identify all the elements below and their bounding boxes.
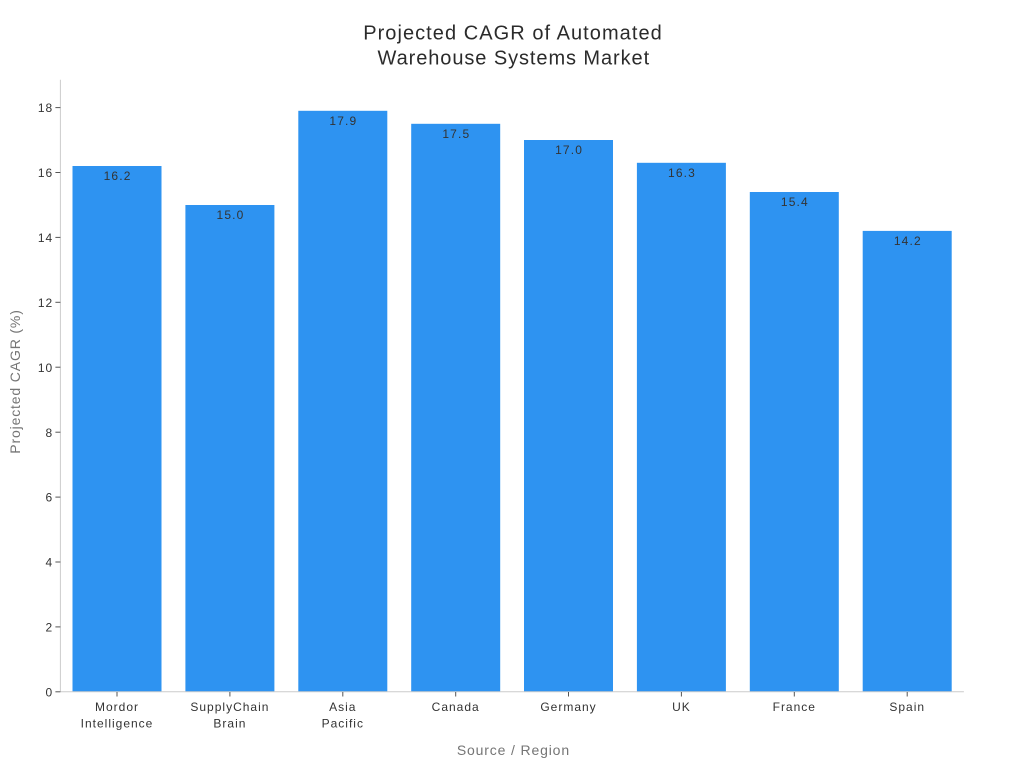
svg-text:Mordor: Mordor [95, 700, 139, 714]
svg-text:4: 4 [45, 556, 53, 570]
svg-text:8: 8 [45, 426, 53, 440]
svg-text:Brain: Brain [213, 717, 246, 731]
svg-text:17.0: 17.0 [555, 143, 583, 157]
svg-text:SupplyChain: SupplyChain [190, 700, 269, 714]
svg-text:Projected CAGR (%): Projected CAGR (%) [7, 309, 23, 453]
svg-text:15.0: 15.0 [217, 208, 245, 222]
svg-text:15.4: 15.4 [781, 195, 809, 209]
svg-text:Projected CAGR of Automated: Projected CAGR of Automated [363, 23, 663, 45]
svg-text:Pacific: Pacific [322, 717, 364, 731]
svg-text:17.9: 17.9 [329, 114, 357, 128]
svg-text:Intelligence: Intelligence [81, 717, 154, 731]
svg-text:18: 18 [38, 101, 53, 115]
svg-text:12: 12 [38, 296, 53, 310]
svg-text:6: 6 [45, 491, 53, 505]
svg-text:Warehouse Systems Market: Warehouse Systems Market [378, 47, 651, 69]
svg-text:10: 10 [38, 361, 53, 375]
svg-text:16: 16 [38, 166, 53, 180]
svg-text:16.2: 16.2 [104, 169, 132, 183]
svg-text:16.3: 16.3 [668, 166, 696, 180]
svg-text:14: 14 [38, 231, 53, 245]
svg-text:UK: UK [672, 700, 691, 714]
svg-text:Canada: Canada [432, 700, 480, 714]
svg-text:Spain: Spain [889, 700, 925, 714]
svg-text:France: France [773, 700, 816, 714]
svg-text:Source / Region: Source / Region [457, 742, 570, 758]
svg-text:Germany: Germany [540, 700, 596, 714]
svg-text:14.2: 14.2 [894, 234, 922, 248]
svg-text:Asia: Asia [329, 700, 356, 714]
svg-text:0: 0 [45, 685, 53, 699]
svg-text:17.5: 17.5 [442, 127, 470, 141]
svg-text:2: 2 [45, 621, 53, 635]
